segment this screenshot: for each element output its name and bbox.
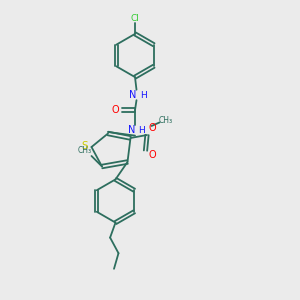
Text: CH₃: CH₃ bbox=[158, 116, 173, 125]
Text: O: O bbox=[148, 149, 156, 160]
Text: H: H bbox=[138, 126, 145, 135]
Text: S: S bbox=[82, 140, 88, 151]
Text: Cl: Cl bbox=[130, 14, 140, 23]
Text: N: N bbox=[128, 125, 135, 136]
Text: CH₃: CH₃ bbox=[78, 146, 92, 155]
Text: H: H bbox=[140, 91, 146, 100]
Text: O: O bbox=[112, 105, 120, 115]
Text: O: O bbox=[148, 123, 156, 134]
Text: N: N bbox=[129, 90, 137, 100]
